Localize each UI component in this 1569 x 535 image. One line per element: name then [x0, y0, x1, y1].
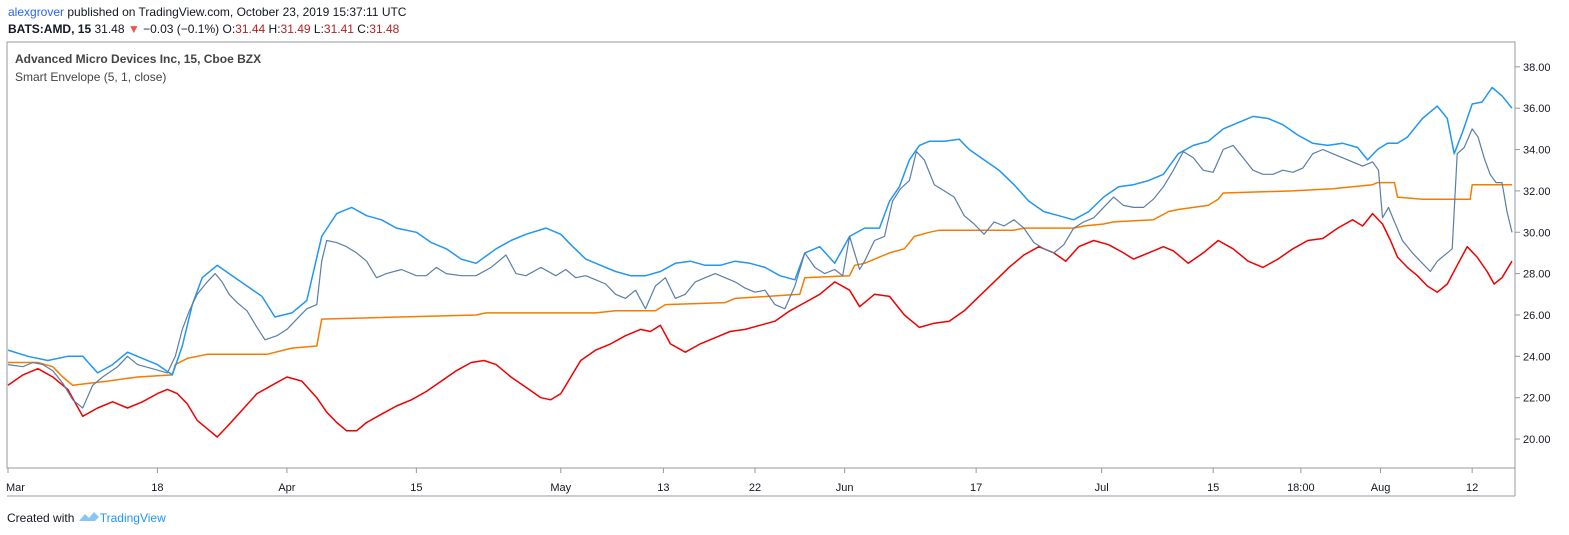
price-axis[interactable]: 38.00 36.00 34.00 32.00 30.00 28.00 26.00 24.00…: [1515, 62, 1551, 446]
price-change: −0.03 (−0.1%): [143, 22, 220, 36]
low-value: 31.41: [323, 22, 354, 36]
series-upper-line: [7, 86, 1513, 376]
high-value: 31.49: [280, 22, 311, 36]
high-label: H:: [268, 22, 281, 36]
close-label: C:: [357, 22, 370, 36]
series-layer: [7, 86, 1513, 438]
x-tick-label: Apr: [278, 482, 295, 494]
x-tick-label: Jul: [1095, 482, 1109, 494]
legend-indicator: Smart Envelope (5, 1, close): [15, 70, 166, 84]
x-tick-label: 18:00: [1287, 482, 1315, 494]
open-label: O:: [222, 22, 236, 36]
x-tick-label: May: [550, 482, 571, 494]
x-tick-label: Jun: [836, 482, 854, 494]
created-with-text: Created with: [7, 511, 75, 525]
x-tick-label: 18: [151, 482, 163, 494]
low-label: L:: [313, 22, 324, 36]
last-price: 31.48: [94, 22, 125, 36]
open-value: 31.44: [235, 22, 266, 36]
x-tick-label: 17: [970, 482, 982, 494]
y-tick-label: 36.00: [1523, 103, 1551, 115]
footer: Created with TradingView: [7, 511, 166, 525]
symbol-label: BATS:AMD, 15: [8, 22, 92, 36]
chart-header: alexgrover published on TradingView.com,…: [8, 4, 406, 38]
x-tick-label: Aug: [1371, 482, 1391, 494]
author-link[interactable]: alexgrover: [8, 5, 65, 19]
x-tick-label: 12: [1466, 482, 1478, 494]
series-lower-line: [7, 212, 1513, 438]
quote-line: BATS:AMD, 15 31.48 ▼ −0.03 (−0.1%) O:31.…: [8, 21, 406, 38]
tradingview-link[interactable]: TradingView: [99, 511, 166, 525]
legend-title: Advanced Micro Devices Inc, 15, Cboe BZX: [15, 52, 261, 66]
down-arrow-icon: ▼: [127, 22, 140, 36]
time-axis[interactable]: Mar 18 Apr 15 May 13 22 Jun 17 Jul 15 18:00 Aug 12: [6, 468, 1478, 494]
y-tick-label: 22.00: [1523, 393, 1551, 405]
close-value: 31.48: [369, 22, 400, 36]
y-tick-label: 34.00: [1523, 145, 1551, 157]
y-tick-label: 28.00: [1523, 269, 1551, 281]
y-tick-label: 30.00: [1523, 227, 1551, 239]
x-tick-label: 22: [749, 482, 761, 494]
y-tick-label: 26.00: [1523, 310, 1551, 322]
publish-line: alexgrover published on TradingView.com,…: [8, 4, 406, 21]
y-tick-label: 24.00: [1523, 351, 1551, 363]
x-tick-label: 15: [1207, 482, 1219, 494]
y-tick-label: 20.00: [1523, 434, 1551, 446]
published-text: published on TradingView.com, October 23…: [67, 5, 407, 19]
plot-area[interactable]: [6, 41, 1516, 469]
x-tick-label: Mar: [6, 482, 25, 494]
series-middle-line: [8, 181, 1512, 387]
y-tick-label: 38.00: [1523, 62, 1551, 74]
y-tick-label: 32.00: [1523, 186, 1551, 198]
x-tick-label: 15: [410, 482, 422, 494]
x-tick-label: 13: [657, 482, 669, 494]
series-price-line: [7, 128, 1513, 409]
tradingview-logo-icon: [78, 512, 99, 521]
